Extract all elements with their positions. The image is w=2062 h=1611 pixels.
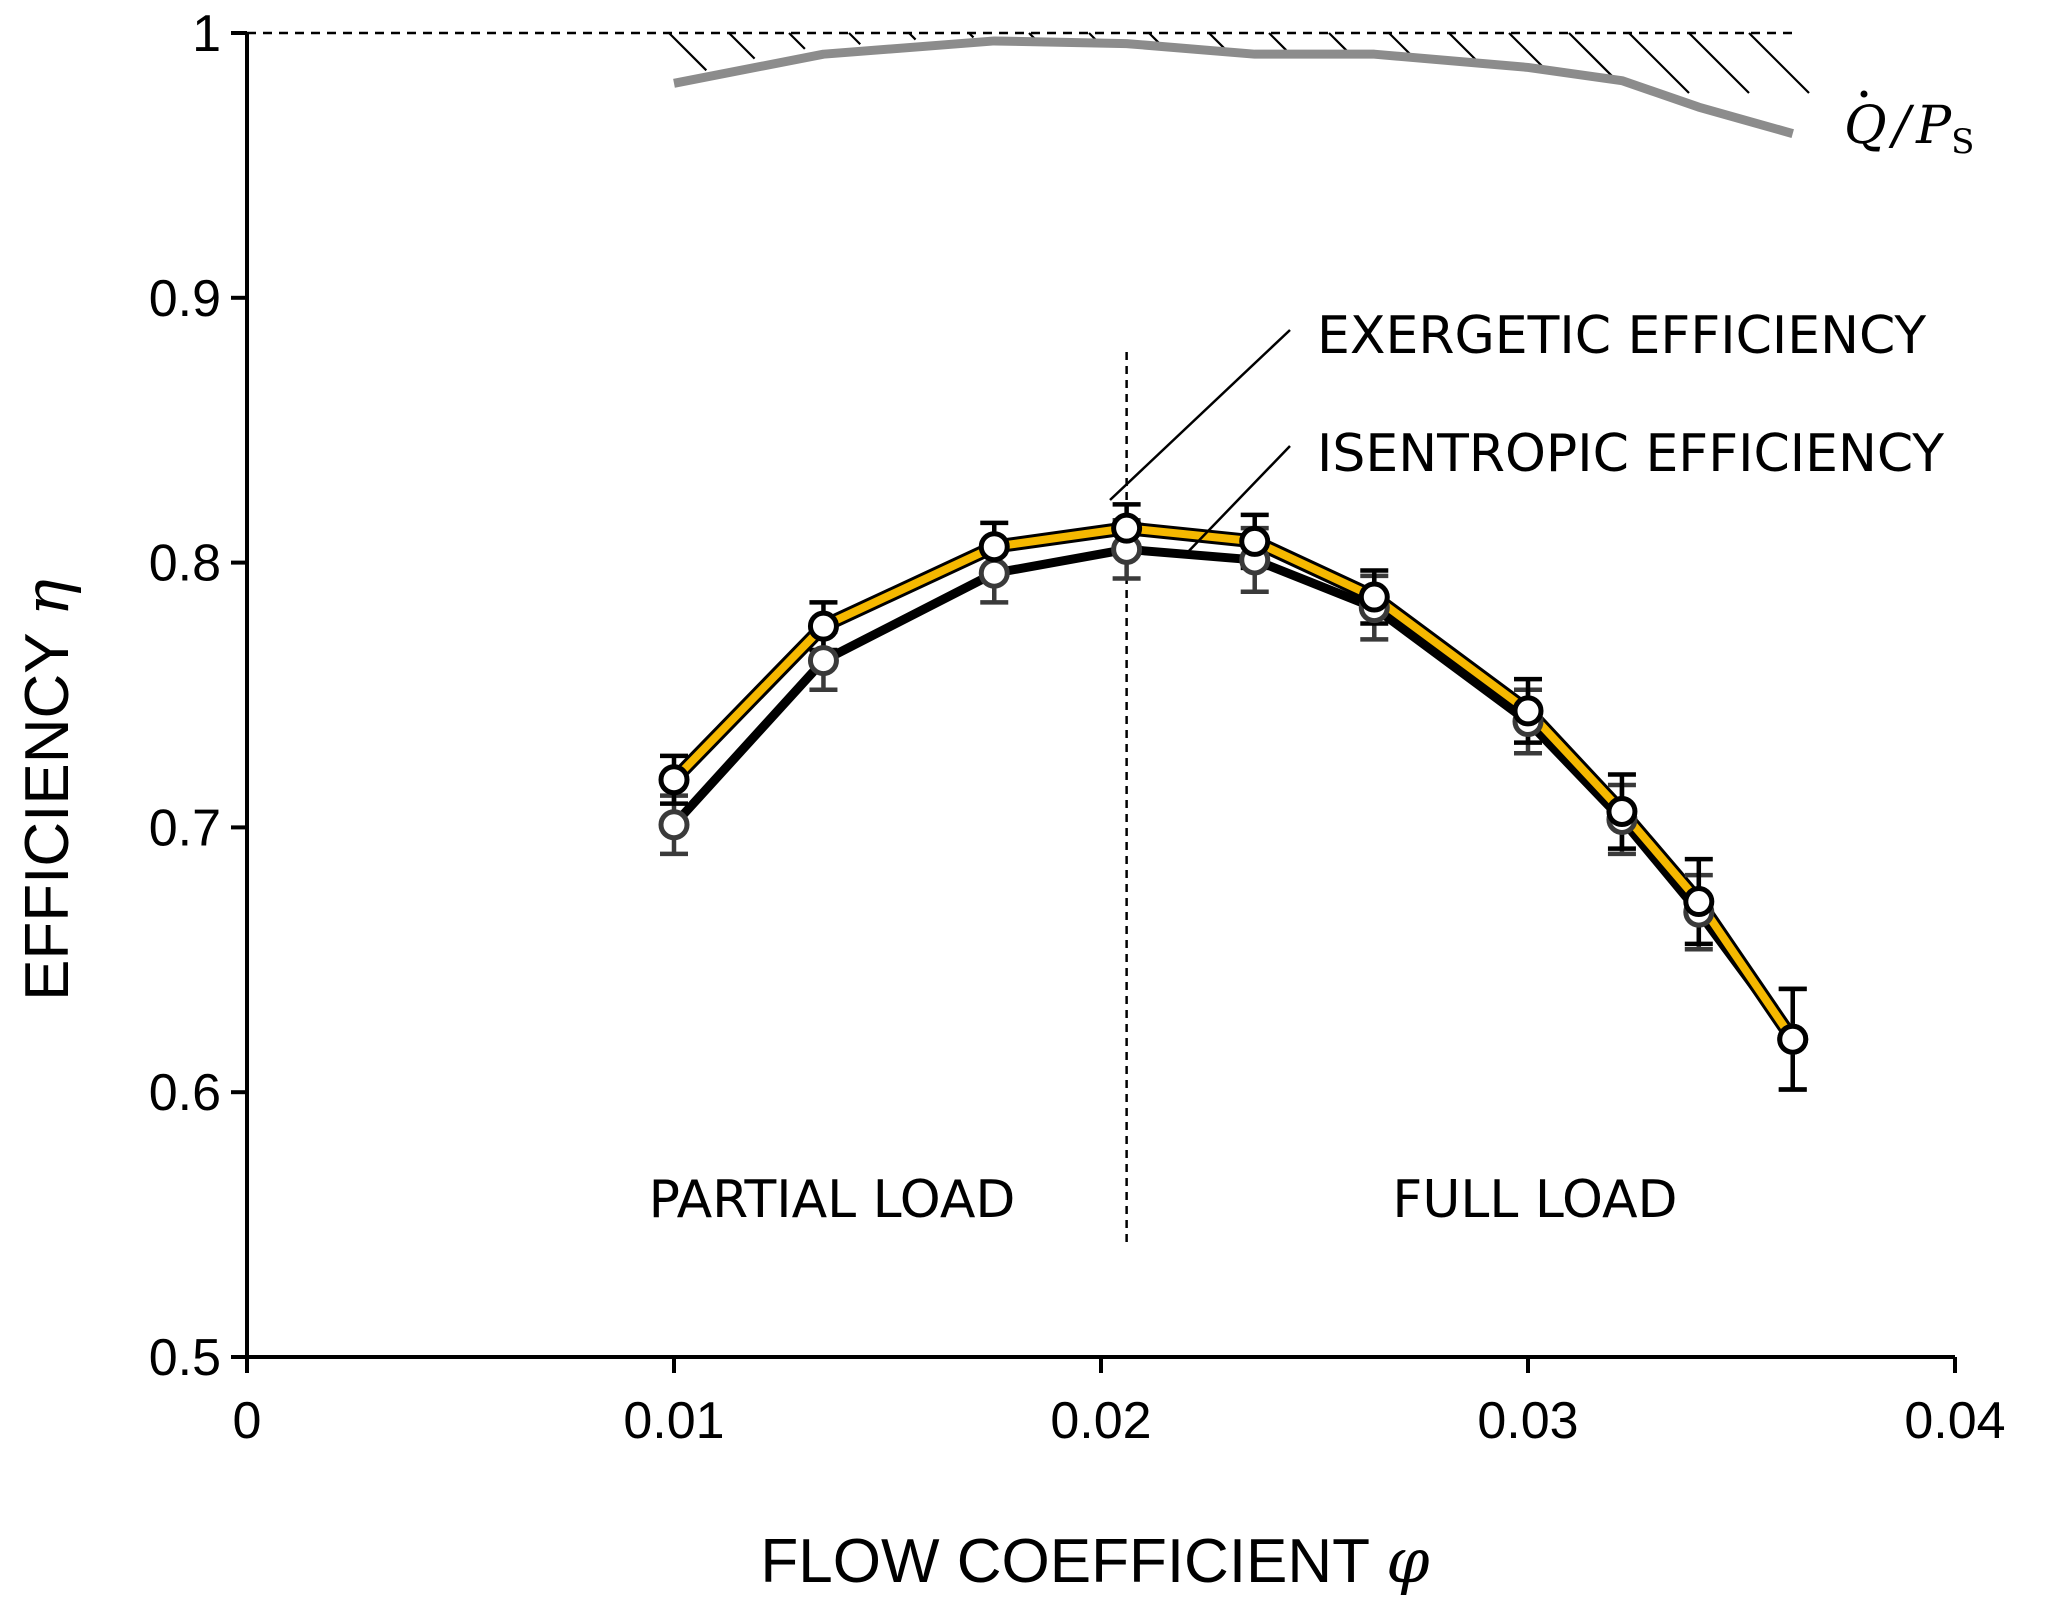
label-heat-per-power: Q / PS — [1844, 96, 1974, 162]
series-lines — [668, 36, 1799, 1044]
hatch-mark — [1388, 32, 1413, 57]
hatch-mark — [1328, 32, 1348, 52]
hatch-mark — [1628, 32, 1690, 94]
x-tick-label: 0.02 — [1050, 1392, 1151, 1450]
label-slash: / — [1888, 96, 1915, 156]
x-tick-label: 0.04 — [1904, 1392, 2005, 1450]
marker-exergetic — [1683, 886, 1715, 918]
marker-exergetic — [1239, 525, 1271, 557]
marker-exergetic — [1777, 1023, 1809, 1055]
series-line-exergetic — [671, 524, 1797, 1042]
hatch-mark — [1508, 32, 1545, 69]
q-dot-accent — [1860, 90, 1868, 98]
y-tick-label: 0.5 — [149, 1329, 221, 1387]
marker-exergetic — [1512, 695, 1544, 727]
x-axis-title-text: FLOW COEFFICIENT — [760, 1527, 1369, 1596]
y-axis-title: EFFICIENCY η — [10, 579, 83, 1001]
marker-exergetic — [978, 531, 1010, 563]
leader-line-exergetic — [1109, 329, 1291, 501]
marker-isentropic — [658, 809, 690, 841]
marker-isentropic — [807, 645, 839, 677]
marker-exergetic — [658, 764, 690, 796]
marker-isentropic — [978, 557, 1010, 589]
leader-line-isentropic — [1184, 445, 1291, 556]
tick-labels: 0 0.01 0.02 0.03 0.04 0.5 0.6 0.7 0.8 0.9 1 — [149, 5, 2006, 1450]
y-tick-label: 0.8 — [149, 535, 221, 593]
marker-exergetic — [1606, 796, 1638, 828]
y-axis-title-text: EFFICIENCY — [13, 633, 82, 1000]
hatch-mark — [1748, 32, 1810, 94]
y-axis-symbol: η — [10, 579, 83, 616]
y-tick-label: 0.9 — [149, 270, 221, 328]
hatch-mark — [1688, 32, 1750, 94]
y-tick-label: 1 — [192, 5, 221, 63]
label-q: Q — [1844, 96, 1887, 156]
x-tick-label: 0 — [233, 1392, 262, 1450]
x-axis-title: FLOW COEFFICIENT φ — [760, 1524, 1430, 1597]
y-tick-label: 0.6 — [149, 1064, 221, 1122]
error-bars — [660, 502, 1807, 1092]
label-isentropic-efficiency: ISENTROPIC EFFICIENCY — [1317, 424, 1944, 484]
label-partial-load: PARTIAL LOAD — [649, 1170, 1016, 1230]
hatch-mark — [1568, 32, 1614, 78]
hatch-mark — [848, 32, 862, 46]
series-line-heat-power — [673, 36, 1794, 138]
label-p: P — [1915, 96, 1952, 156]
marker-exergetic — [807, 610, 839, 642]
label-exergetic-efficiency: EXERGETIC EFFICIENCY — [1317, 306, 1926, 366]
hatch-mark — [668, 32, 708, 72]
x-axis-symbol: φ — [1386, 1524, 1430, 1597]
x-tick-label: 0.01 — [623, 1392, 724, 1450]
axes — [231, 31, 1957, 1373]
data-markers — [658, 512, 1809, 1055]
marker-exergetic — [1111, 512, 1143, 544]
hatch-mark — [1448, 32, 1478, 62]
y-tick-label: 0.7 — [149, 799, 221, 857]
hatch-mark — [788, 32, 806, 50]
reference-lines — [247, 31, 1793, 1245]
marker-exergetic — [1358, 581, 1390, 613]
label-full-load: FULL LOAD — [1392, 1170, 1677, 1230]
x-tick-label: 0.03 — [1477, 1392, 1578, 1450]
hatch-mark — [728, 32, 756, 60]
hatch-mark — [1268, 32, 1287, 51]
label-s-subscript: S — [1951, 122, 1974, 162]
